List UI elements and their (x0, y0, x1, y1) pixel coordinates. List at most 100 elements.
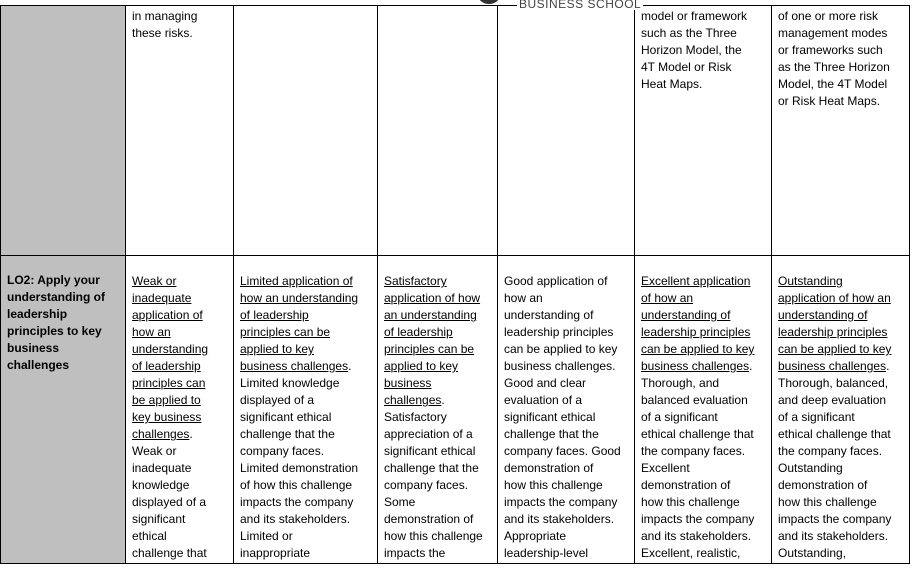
rubric-cell: of one or more risk management modes or fr… (778, 8, 890, 110)
cell-line: leadership principles (641, 324, 754, 341)
criterion-cell-row-1 (0, 5, 125, 255)
cell-line: Thorough, balanced, (778, 375, 891, 392)
underlined-text: application of how (384, 291, 481, 305)
plain-text: demonstration of (384, 512, 474, 526)
cell-line: Good and clear (504, 375, 621, 392)
cell-line: Model, the 4T Model (778, 76, 890, 93)
plain-text: Limited demonstration (240, 461, 359, 475)
plain-text: knowledge (132, 478, 190, 492)
cell-line: Appropriate (504, 528, 621, 545)
plain-text: Excellent (641, 461, 690, 475)
underlined-text: leadership principles (641, 325, 751, 339)
plain-text: . (749, 359, 753, 373)
underlined-text: business challenges (778, 359, 887, 373)
cell-line: can be applied to key (641, 341, 754, 358)
underlined-text: principles can be (240, 325, 331, 339)
column-divider (125, 5, 126, 564)
underlined-text: Limited application of (240, 274, 353, 288)
plain-text: . (189, 427, 193, 441)
rubric-cell: Limited application of how an understandi… (240, 273, 358, 562)
plain-text: or frameworks such (778, 43, 883, 57)
table-bottom-border (0, 563, 910, 564)
cell-line: and its stakeholders. (504, 511, 621, 528)
cell-line: demonstration of (778, 477, 891, 494)
plain-text: ethical (132, 529, 167, 543)
cell-line: can be applied to key (504, 341, 621, 358)
underlined-text: understanding of (778, 308, 868, 322)
plain-text: and its stakeholders. (778, 529, 889, 543)
cell-line: Outstanding (778, 273, 891, 290)
cell-line: significant ethical (240, 409, 358, 426)
underlined-text: business (384, 376, 432, 390)
plain-text: leadership principles (504, 325, 614, 339)
plain-text: . (348, 359, 352, 373)
underlined-text: applied to key (384, 359, 459, 373)
cell-line: challenge that the (240, 426, 358, 443)
cell-line: understanding of (778, 307, 891, 324)
underlined-text: how an understanding (240, 291, 359, 305)
underlined-text: inadequate (132, 291, 192, 305)
cell-line: management modes (778, 25, 890, 42)
plain-text: how an (504, 291, 543, 305)
cell-line: of how an (641, 290, 754, 307)
underlined-text: challenges (384, 393, 442, 407)
cell-line: such as the Three (641, 25, 747, 42)
underlined-text: an understanding (384, 308, 477, 322)
underlined-text: of how an (641, 291, 694, 305)
underlined-text: principles can be (384, 342, 475, 356)
cell-line: Satisfactory (384, 273, 483, 290)
cell-line: ethical challenge that (641, 426, 754, 443)
cell-line: and its stakeholders. (240, 511, 358, 528)
underlined-text: be applied to (132, 393, 201, 407)
criterion-line: principles to key (7, 324, 102, 338)
plain-text: how this challenge (778, 495, 877, 509)
plain-text: ethical challenge that (778, 427, 891, 441)
plain-text: Some (384, 495, 416, 509)
cell-line: impacts the company (641, 511, 754, 528)
cell-line: balanced evaluation (641, 392, 754, 409)
plain-text: leadership-level (504, 546, 589, 560)
plain-text: impacts the company (778, 512, 892, 526)
criterion-cell-lo2 (0, 256, 125, 563)
cell-line: understanding of (504, 307, 621, 324)
plain-text: company faces. (384, 478, 469, 492)
cell-line: impacts the (384, 545, 483, 562)
underlined-text: understanding of (641, 308, 731, 322)
plain-text: significant ethical (384, 444, 476, 458)
plain-text: challenge that the (384, 461, 479, 475)
underlined-text: can be applied to key (778, 342, 892, 356)
column-divider (497, 5, 498, 564)
cell-line: significant ethical (384, 443, 483, 460)
underlined-text: key business (132, 410, 202, 424)
criterion-line: leadership (7, 307, 68, 321)
plain-text: Thorough, balanced, (778, 376, 889, 390)
cell-line: how this challenge (504, 477, 621, 494)
cell-line: the company faces. (778, 443, 891, 460)
underlined-text: application of (132, 308, 203, 322)
cell-line: Outstanding, (778, 545, 891, 562)
plain-text: Heat Maps. (641, 77, 703, 91)
cell-line: company faces. Good (504, 443, 621, 460)
cell-line: ethical (132, 528, 208, 545)
plain-text: Good and clear (504, 376, 587, 390)
plain-text: the company faces. (778, 444, 883, 458)
plain-text: impacts the company (504, 495, 618, 509)
rubric-cell: Satisfactory application of how an underst… (384, 273, 483, 562)
plain-text: challenge that (132, 546, 207, 560)
cell-line: Thorough, and (641, 375, 754, 392)
plain-text: in managing (132, 9, 198, 23)
rubric-cell: Good application of how an understanding o… (504, 273, 621, 562)
cell-line: and its stakeholders. (778, 528, 891, 545)
plain-text: Satisfactory (384, 410, 447, 424)
column-divider (377, 5, 378, 564)
cell-line: application of (132, 307, 208, 324)
cell-line: of leadership (132, 358, 208, 375)
cell-line: leadership principles (504, 324, 621, 341)
cell-line: how this challenge (384, 528, 483, 545)
plain-text: Limited or (240, 529, 293, 543)
cell-line: principles can (132, 375, 208, 392)
plain-text: management modes (778, 26, 888, 40)
underlined-text: of leadership (240, 308, 309, 322)
underlined-text: Satisfactory (384, 274, 447, 288)
cell-line: appreciation of a (384, 426, 483, 443)
